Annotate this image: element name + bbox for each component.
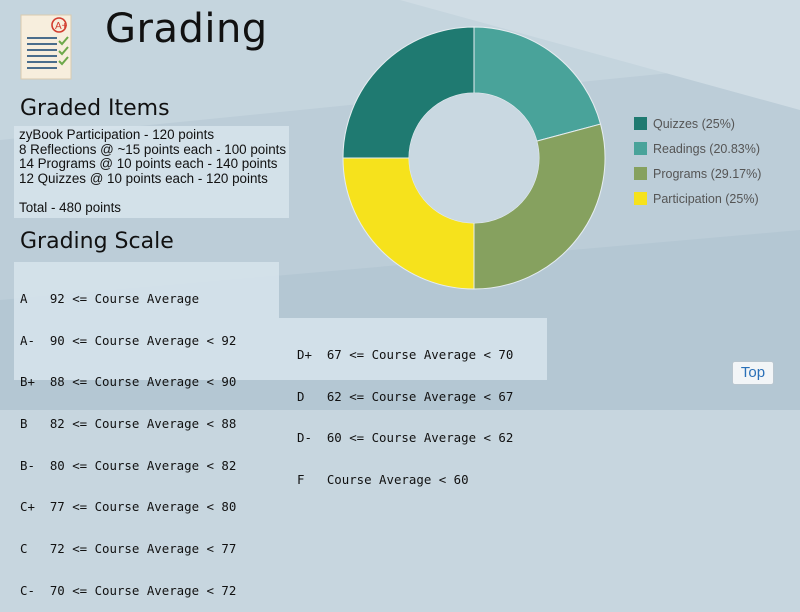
grading-scale-panel-right	[279, 318, 547, 380]
grade-row: D+ 67 <= Course Average < 70	[297, 346, 514, 362]
grading-logo-icon: A+	[18, 13, 76, 81]
grade-weight-donut-chart	[342, 26, 606, 290]
legend-item-programs: Programs (29.17%)	[634, 161, 761, 186]
graded-items-panel	[14, 126, 289, 218]
graded-item: zyBook Participation - 120 points	[19, 127, 215, 142]
grade-row: C- 70 <= Course Average < 72	[20, 582, 237, 598]
grade-row: D 62 <= Course Average < 67	[297, 388, 514, 404]
grade-row: A 92 <= Course Average	[20, 290, 200, 306]
grade-row: D- 60 <= Course Average < 62	[297, 430, 514, 446]
legend-label: Quizzes (25%)	[653, 116, 735, 131]
page-title: Grading	[105, 6, 268, 52]
graded-item: 8 Reflections @ ~15 points each - 100 po…	[19, 141, 287, 157]
graded-items-list: zyBook Participation - 120 points 8 Refl…	[19, 127, 287, 186]
grading-scale-heading: Grading Scale	[20, 229, 174, 254]
grade-row: C 72 <= Course Average < 77	[20, 541, 237, 557]
grade-row: B- 80 <= Course Average < 82	[20, 457, 237, 473]
legend-item-participation: Participation (25%)	[634, 186, 761, 211]
legend-swatch	[634, 192, 647, 205]
legend-swatch	[634, 142, 647, 155]
grading-scale-left: A 92 <= Course Average A- 90 <= Course A…	[20, 264, 236, 612]
legend-swatch	[634, 117, 647, 130]
legend-label: Programs (29.17%)	[653, 166, 762, 181]
grading-scale-right: D+ 67 <= Course Average < 70 D 62 <= Cou…	[297, 320, 513, 501]
legend-swatch	[634, 167, 647, 180]
legend-item-quizzes: Quizzes (25%)	[634, 111, 761, 136]
grade-row: F Course Average < 60	[297, 471, 469, 487]
svg-text:A+: A+	[55, 21, 68, 32]
grade-row: C+ 77 <= Course Average < 80	[20, 499, 237, 515]
legend-label: Participation (25%)	[653, 191, 759, 206]
legend-label: Readings (20.83%)	[653, 141, 761, 156]
graded-item: 12 Quizzes @ 10 points each - 120 points	[19, 170, 268, 186]
graded-item: 14 Programs @ 10 points each - 140 point…	[19, 156, 278, 171]
grade-row: A- 90 <= Course Average < 92	[20, 332, 237, 348]
chart-legend: Quizzes (25%) Readings (20.83%) Programs (…	[634, 111, 761, 211]
graded-items-total: Total - 480 points	[19, 200, 121, 215]
grade-row: B+ 88 <= Course Average < 90	[20, 374, 237, 390]
donut-hole	[409, 93, 539, 223]
top-button[interactable]: Top	[732, 361, 774, 385]
grade-row: B 82 <= Course Average < 88	[20, 415, 237, 431]
graded-items-heading: Graded Items	[20, 96, 170, 121]
legend-item-readings: Readings (20.83%)	[634, 136, 761, 161]
grading-scale-panel-left	[14, 262, 279, 380]
